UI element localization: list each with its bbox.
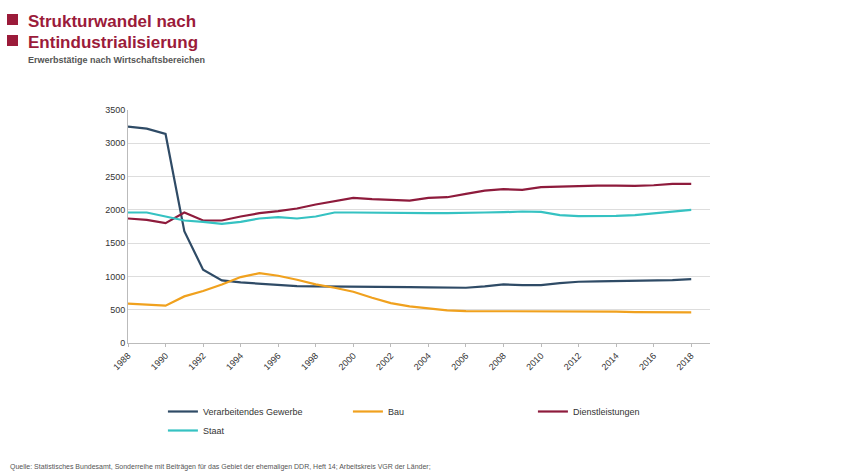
svg-text:2008: 2008: [487, 351, 508, 372]
svg-text:3500: 3500: [105, 105, 125, 115]
svg-text:Staat: Staat: [203, 426, 225, 436]
svg-text:Strukturwandel nach: Strukturwandel nach: [28, 12, 196, 31]
svg-text:Dienstleistungen: Dienstleistungen: [573, 407, 640, 417]
svg-text:1998: 1998: [299, 351, 320, 372]
svg-text:1994: 1994: [224, 351, 245, 372]
svg-text:1996: 1996: [262, 351, 283, 372]
svg-text:1988: 1988: [111, 351, 132, 372]
svg-text:2002: 2002: [374, 351, 395, 372]
svg-text:1500: 1500: [105, 238, 125, 248]
svg-text:1000: 1000: [105, 272, 125, 282]
svg-text:1992: 1992: [186, 351, 207, 372]
svg-text:Entindustrialisierung: Entindustrialisierung: [28, 33, 198, 52]
svg-text:2500: 2500: [105, 172, 125, 182]
svg-text:2004: 2004: [412, 351, 433, 372]
svg-text:2010: 2010: [524, 351, 545, 372]
svg-text:Quelle: Statistisches Bundesam: Quelle: Statistisches Bundesamt, Sonderr…: [10, 463, 431, 471]
svg-text:2000: 2000: [105, 205, 125, 215]
svg-text:Bau: Bau: [388, 407, 404, 417]
svg-text:2012: 2012: [562, 351, 583, 372]
svg-text:500: 500: [110, 305, 125, 315]
svg-text:Verarbeitendes Gewerbe: Verarbeitendes Gewerbe: [203, 407, 303, 417]
svg-text:1990: 1990: [149, 351, 170, 372]
svg-text:2000: 2000: [337, 351, 358, 372]
svg-text:Erwerbstätige nach Wirtschafts: Erwerbstätige nach Wirtschaftsbereichen: [28, 55, 205, 65]
svg-text:3000: 3000: [105, 138, 125, 148]
svg-text:2018: 2018: [675, 351, 696, 372]
svg-text:2006: 2006: [449, 351, 470, 372]
svg-text:2014: 2014: [599, 351, 620, 372]
svg-text:0: 0: [120, 338, 125, 348]
svg-text:2016: 2016: [637, 351, 658, 372]
